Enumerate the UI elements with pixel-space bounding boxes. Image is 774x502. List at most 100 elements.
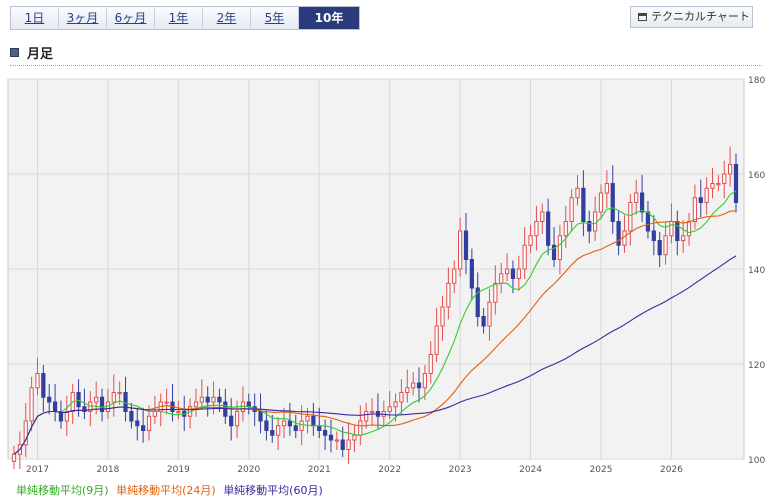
candle-up [94,396,99,403]
candle-down [129,411,134,422]
tab-1y[interactable]: 1年 [155,7,203,29]
x-tick-label: 2020 [237,465,260,475]
candle-down [41,373,46,398]
candle-up [111,392,116,403]
y-tick-label: 140 [748,266,765,276]
candle-down [135,420,140,427]
candle-up [710,183,715,189]
ma60-line [13,255,737,455]
candle-up [305,415,310,422]
y-tick-label: 180 [748,76,765,86]
candle-down [264,420,269,431]
legend-ma60: 単純移動平均(60月) [223,484,323,497]
candle-down [639,192,645,213]
candle-up [499,273,504,284]
candle-down [99,396,105,412]
candle-up [11,453,17,462]
candle-down [645,211,651,232]
candle-down [416,382,422,389]
candle-up [276,425,281,436]
x-tick-label: 2022 [378,465,401,475]
candle-up [64,411,69,422]
candle-up [422,373,428,389]
candle-down [469,259,474,289]
candle-up [117,392,122,395]
tab-6m[interactable]: 6ヶ月 [107,7,155,29]
candle-down [551,244,557,260]
legend-ma24: 単純移動平均(24月) [116,484,216,497]
candle-up [211,396,216,403]
candle-down [581,187,586,222]
candle-up [387,406,392,412]
candle-down [322,430,328,436]
candle-up [557,235,563,260]
candle-up [411,382,416,389]
candle-up [199,396,204,403]
candle-up [686,221,692,237]
tab-1d[interactable]: 1日 [11,7,59,29]
candle-up [534,221,539,237]
tab-3m[interactable]: 3ヶ月 [59,7,107,29]
candle-up [23,420,28,446]
technical-chart-label: テクニカルチャート [651,10,750,23]
candle-up [193,401,199,408]
candle-down [270,430,275,436]
candle-down [463,230,469,260]
candle-up [434,325,439,355]
candle-up [722,173,727,184]
ma9-line [13,190,737,455]
candle-up [164,401,169,404]
tab-5y[interactable]: 5年 [251,7,299,29]
candle-up [334,439,339,442]
candle-up [299,420,304,431]
candle-up [681,235,686,241]
candle-down [141,425,146,431]
y-tick-label: 160 [748,171,765,181]
candle-down [317,425,322,431]
candle-up [358,420,363,436]
tab-10y[interactable]: 10年 [299,7,359,29]
candle-down [610,183,615,222]
tab-2y[interactable]: 2年 [203,7,251,29]
x-tick-label: 2024 [519,465,542,475]
candle-down [698,197,703,203]
candle-up [281,420,287,427]
candle-down [733,164,739,203]
section-header: 月足 [10,43,762,66]
candle-down [76,392,81,408]
chart-window-icon [638,13,647,21]
x-tick-label: 2026 [660,465,683,475]
candle-up [152,411,157,417]
section-title: 月足 [27,47,54,62]
candle-up [428,354,433,374]
candle-up [569,197,574,222]
candle-down [328,434,334,441]
candle-down [546,211,551,246]
candlestick-chart: 100 120 140 160 180 2017 2018 2019 2020 2021 2022 2… [7,76,765,475]
y-tick-label: 120 [748,361,765,371]
candle-up [346,439,351,450]
candle-up [369,411,375,414]
candle-down [217,396,222,403]
candle-down [229,415,234,427]
candle-up [393,401,398,408]
candle-down [82,406,87,412]
candle-down [287,420,293,427]
candle-down [205,396,210,403]
candle-up [452,268,457,284]
candle-up [622,230,627,246]
candle-up [540,211,545,222]
candle-up [405,387,410,393]
candle-down [52,401,58,412]
x-tick-label: 2019 [167,465,190,475]
chart-legend: 単純移動平均(9月) 単純移動平均(24月) 単純移動平均(60月) [16,482,327,498]
x-tick-label: 2018 [96,465,119,475]
y-tick-label: 100 [748,456,765,466]
candle-up [663,235,668,256]
candle-up [593,211,598,232]
x-tick-label: 2025 [590,465,613,475]
technical-chart-button[interactable]: テクニカルチャート [630,6,753,28]
candle-down [481,316,486,327]
candle-up [440,306,445,327]
period-tabs: 1日 3ヶ月 6ヶ月 1年 2年 5年 10年 [10,6,360,30]
